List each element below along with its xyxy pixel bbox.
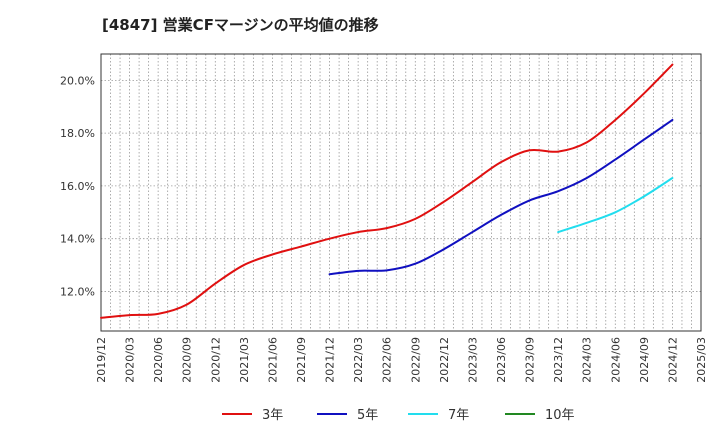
legend-label-0: 3年 [262, 408, 283, 423]
x-tick-label: 2022/12 [438, 337, 451, 383]
x-tick-label: 2024/09 [638, 337, 651, 383]
y-tick-label: 18.0% [60, 127, 95, 140]
x-tick-label: 2020/09 [181, 337, 194, 383]
x-tick-label: 2021/09 [295, 337, 308, 383]
series-line-1 [328, 118, 674, 276]
x-tick-label: 2022/03 [352, 337, 365, 383]
x-tick-label: 2020/12 [209, 337, 222, 383]
y-tick-label: 16.0% [60, 180, 95, 193]
series-line-0 [100, 63, 674, 319]
x-tick-label: 2024/03 [581, 337, 594, 383]
x-tick-label: 2020/03 [124, 337, 137, 383]
x-tick-label: 2023/09 [524, 337, 537, 383]
x-tick-label: 2023/06 [495, 337, 508, 383]
legend-label-1: 5年 [357, 408, 378, 423]
x-tick-label: 2022/09 [409, 337, 422, 383]
chart-title: [4847] 営業CFマージンの平均値の推移 [102, 16, 379, 34]
x-tick-label: 2023/12 [552, 337, 565, 383]
x-tick-label: 2024/06 [609, 337, 622, 383]
plot-frame [100, 53, 702, 332]
legend-label-3: 10年 [545, 408, 575, 423]
legend-label-2: 7年 [448, 408, 469, 423]
x-tick-label: 2024/12 [666, 337, 679, 383]
x-tick-label: 2021/12 [324, 337, 337, 383]
x-tick-label: 2021/03 [238, 337, 251, 383]
y-tick-label: 14.0% [60, 233, 95, 246]
x-tick-label: 2023/03 [466, 337, 479, 383]
y-tick-label: 12.0% [60, 285, 95, 298]
x-tick-label: 2019/12 [95, 337, 108, 383]
x-tick-label: 2020/06 [152, 337, 165, 383]
y-tick-label: 20.0% [60, 74, 95, 87]
x-tick-label: 2022/06 [381, 337, 394, 383]
x-tick-label: 2025/03 [695, 337, 708, 383]
series-line-2 [557, 176, 674, 234]
x-tick-label: 2021/06 [266, 337, 279, 383]
plot-area [101, 54, 701, 331]
